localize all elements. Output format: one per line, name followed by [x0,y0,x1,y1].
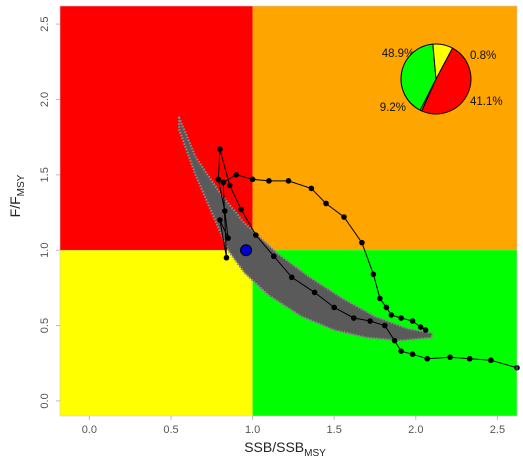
trajectory-point [222,208,228,214]
trajectory-point [388,312,395,318]
trajectory-point [417,324,424,330]
trajectory-point [350,315,357,321]
trajectory-point [331,304,338,311]
y-axis-title-main: F/F [7,196,23,217]
trajectory-point [217,217,223,223]
trajectory-point [249,176,256,183]
x-tick-label: 0.5 [163,424,178,436]
trajectory-point [308,185,315,192]
x-tick-label: 2.0 [408,424,423,436]
trajectory-point [226,182,233,189]
trajectory-point [215,176,222,183]
x-tick-label: 1.5 [327,424,342,436]
pie-slice [400,43,437,111]
trajectory-point [341,214,347,220]
y-tick-label: 2.5 [39,16,51,31]
trajectory-layer [215,146,520,371]
trajectory-point [288,274,295,281]
trajectory-point [238,206,244,213]
trajectory-point [409,318,416,324]
trajectory-point [323,200,329,207]
x-tick-label: 2.5 [490,424,505,436]
probability-pie: 48.9% 0.8% 41.1% 9.2% [380,43,503,115]
plot-border [59,5,518,417]
trajectory-point [285,178,292,184]
trajectory-point [488,357,494,364]
pie-slice-label: 9.2% [380,102,406,114]
x-tick-label: 0.0 [82,424,97,436]
trajectory-point [225,235,231,241]
y-tick-label: 0.5 [39,318,51,333]
uncertainty-cloud-layer [178,116,434,342]
y-tick-label: 1.5 [39,167,51,182]
y-axis-title: F/FMSY [7,174,27,217]
trajectory-point [271,253,277,260]
y-axis-title-sub: MSY [16,174,27,196]
pie-slice-label: 0.8% [470,50,496,62]
y-tick-label: 1.0 [39,243,51,258]
x-axis-title-sub: MSY [304,448,326,459]
trajectory-point [266,178,272,184]
pie-slice [421,47,472,115]
current-status-layer [240,244,253,257]
x-axis-title: SSB/SSBMSY [244,439,326,459]
trajectory-point [424,355,431,362]
trajectory-point [367,318,373,324]
x-axis-title-main: SSB/SSB [244,439,304,455]
trajectory-point [253,232,259,238]
quadrant-overfished-only [60,250,253,416]
y-tick-label: 2.0 [39,92,51,107]
pie-slice-label: 48.9% [382,48,415,60]
trajectory-point [447,354,453,361]
trajectory-point [391,337,398,344]
trajectory-point [359,239,365,246]
trajectory-point [311,289,318,296]
trajectory-point [233,172,240,178]
trajectory-point [466,355,473,362]
trajectory-point [220,179,227,186]
trajectory-point [381,322,388,329]
quadrant-backgrounds [60,6,518,416]
trajectory-point [398,348,404,354]
y-axis-ticks: 0.0 0.5 1.0 1.5 2.0 2.5 [39,16,60,409]
x-axis-ticks: 0.0 0.5 1.0 1.5 2.0 2.5 [82,416,505,436]
quadrant-overfishing-only [252,6,518,251]
pie-slice [432,43,454,81]
y-tick-label: 0.0 [39,393,51,408]
uncertainty-cloud [178,116,434,342]
trajectory-point [217,146,223,152]
x-tick-label: 1.0 [245,424,260,436]
current-status-point [240,244,253,257]
trajectory-point [409,351,416,357]
trajectory-point [422,327,429,333]
trajectory-point [398,315,404,321]
trajectory-point [223,254,230,261]
trajectory-point [370,271,377,278]
trajectory-point [383,304,390,311]
pie-slice-label: 41.1% [470,96,503,108]
trajectory-point [377,295,383,302]
